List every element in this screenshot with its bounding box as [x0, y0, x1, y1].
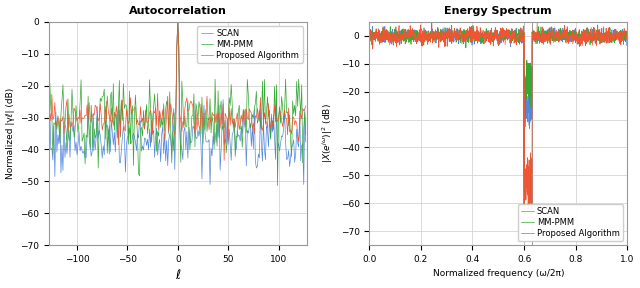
MM-PMM: [556, 37, 563, 41]
Proposed Algorithm: [495, 44, 502, 48]
Proposed Algorithm: [428, 20, 436, 23]
Proposed Algorithm: [131, 106, 138, 109]
MM-PMM: [499, 31, 507, 34]
Title: Autocorrelation: Autocorrelation: [129, 5, 227, 16]
SCAN: [131, 135, 138, 139]
SCAN: [365, 30, 373, 34]
Proposed Algorithm: [198, 111, 206, 115]
Proposed Algorithm: [46, 112, 54, 115]
Line: MM-PMM: MM-PMM: [369, 25, 627, 116]
Proposed Algorithm: [253, 107, 261, 110]
Line: SCAN: SCAN: [50, 22, 306, 184]
SCAN: [212, 141, 220, 144]
Y-axis label: Normalized |γℓ| (dB): Normalized |γℓ| (dB): [6, 88, 15, 179]
SCAN: [500, 36, 508, 40]
Proposed Algorithm: [464, 30, 472, 34]
Proposed Algorithm: [174, 20, 182, 24]
Proposed Algorithm: [220, 159, 228, 162]
SCAN: [300, 183, 308, 186]
Line: Proposed Algorithm: Proposed Algorithm: [50, 22, 306, 160]
SCAN: [46, 112, 54, 116]
Line: MM-PMM: MM-PMM: [50, 22, 306, 185]
Proposed Algorithm: [61, 123, 68, 126]
Proposed Algorithm: [365, 35, 373, 38]
MM-PMM: [469, 24, 477, 27]
MM-PMM: [274, 184, 282, 187]
SCAN: [211, 130, 219, 134]
Proposed Algorithm: [524, 209, 532, 212]
MM-PMM: [464, 35, 472, 39]
Title: Energy Spectrum: Energy Spectrum: [445, 5, 552, 16]
MM-PMM: [212, 117, 220, 121]
SCAN: [302, 132, 310, 136]
MM-PMM: [302, 140, 310, 144]
MM-PMM: [522, 114, 529, 118]
MM-PMM: [46, 82, 54, 85]
Proposed Algorithm: [500, 31, 508, 35]
SCAN: [440, 35, 448, 39]
SCAN: [198, 177, 206, 181]
MM-PMM: [623, 37, 631, 41]
MM-PMM: [253, 90, 260, 93]
MM-PMM: [174, 20, 182, 24]
X-axis label: Normalized frequency (ω/2π): Normalized frequency (ω/2π): [433, 270, 564, 278]
Proposed Algorithm: [302, 104, 310, 108]
SCAN: [494, 37, 502, 40]
Proposed Algorithm: [211, 121, 219, 125]
SCAN: [464, 34, 472, 37]
SCAN: [499, 36, 507, 39]
Proposed Algorithm: [556, 40, 563, 43]
MM-PMM: [495, 34, 502, 37]
SCAN: [525, 127, 533, 130]
X-axis label: ℓ: ℓ: [175, 270, 180, 283]
MM-PMM: [61, 124, 68, 127]
MM-PMM: [500, 34, 508, 37]
SCAN: [61, 156, 68, 159]
SCAN: [253, 166, 260, 170]
SCAN: [174, 20, 182, 24]
MM-PMM: [198, 95, 206, 99]
Proposed Algorithm: [499, 35, 507, 38]
Proposed Algorithm: [623, 30, 631, 33]
Proposed Algorithm: [440, 39, 448, 42]
SCAN: [623, 34, 631, 38]
Line: Proposed Algorithm: Proposed Algorithm: [369, 21, 627, 210]
SCAN: [520, 24, 527, 28]
SCAN: [556, 36, 563, 39]
MM-PMM: [131, 113, 138, 117]
Legend: SCAN, MM-PMM, Proposed Algorithm: SCAN, MM-PMM, Proposed Algorithm: [197, 26, 303, 63]
MM-PMM: [211, 77, 219, 81]
Line: SCAN: SCAN: [369, 26, 627, 128]
Proposed Algorithm: [212, 112, 220, 115]
MM-PMM: [365, 31, 373, 35]
MM-PMM: [440, 33, 448, 36]
Y-axis label: $|X(e^{j\omega})|^2$ (dB): $|X(e^{j\omega})|^2$ (dB): [321, 104, 335, 163]
Legend: SCAN, MM-PMM, Proposed Algorithm: SCAN, MM-PMM, Proposed Algorithm: [518, 204, 623, 241]
